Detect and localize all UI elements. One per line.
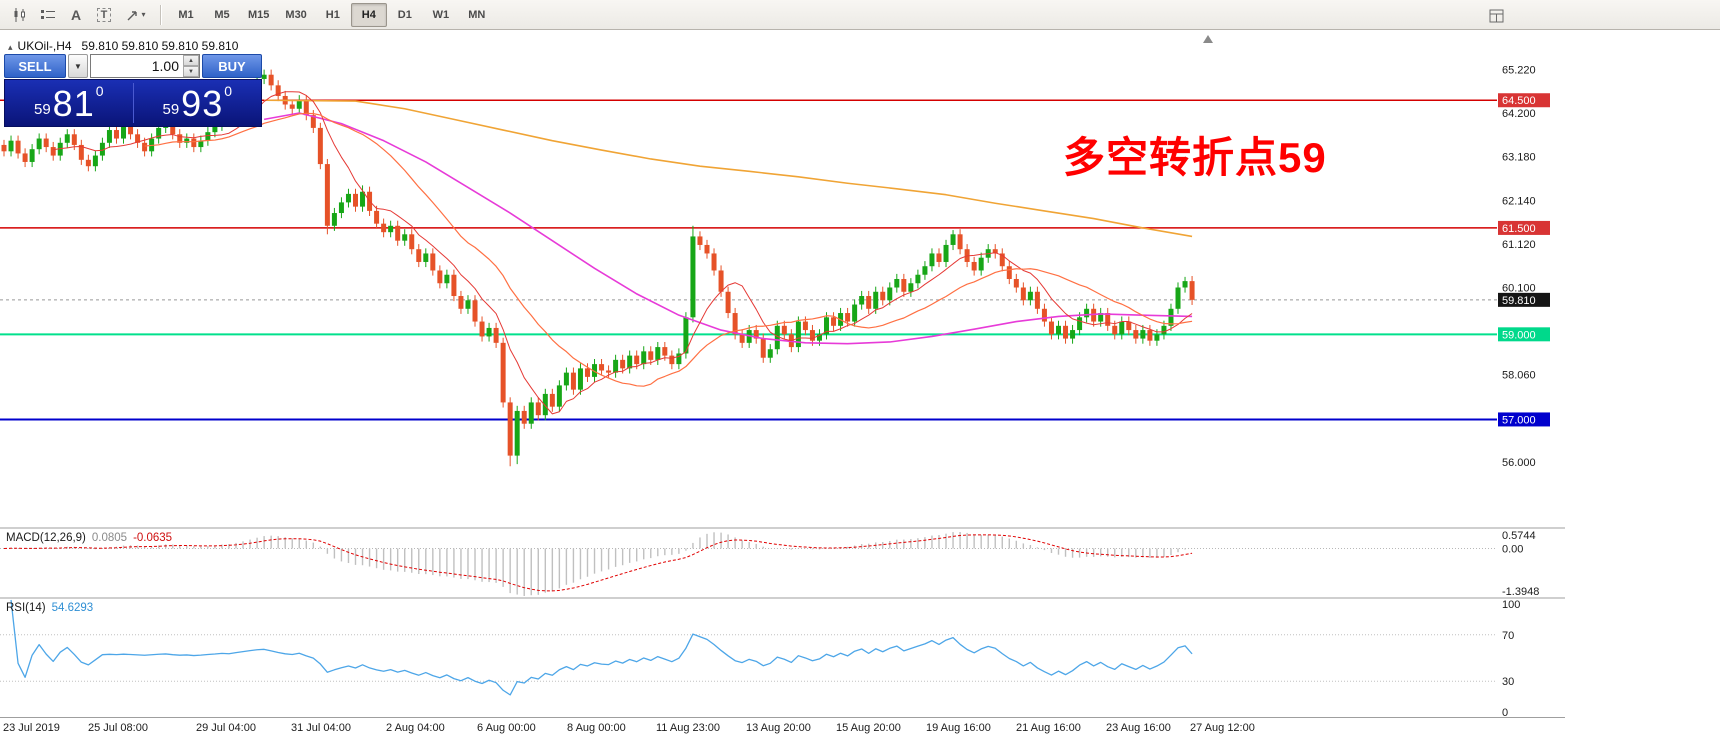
time-label: 15 Aug 20:00 <box>836 722 901 734</box>
time-axis[interactable]: 23 Jul 2019 25 Jul 08:00 29 Jul 04:00 31 Ju… <box>0 718 1565 748</box>
collapse-trade-panel-icon[interactable]: ▴ <box>8 42 13 52</box>
svg-text:59.810: 59.810 <box>1502 295 1536 307</box>
time-label: 25 Jul 08:00 <box>88 722 148 734</box>
timeframe-toolbar: M1 M5 M15 M30 H1 H4 D1 W1 MN <box>168 2 495 27</box>
rsi-label: RSI(14) 54.6293 <box>6 602 94 614</box>
svg-text:59.000: 59.000 <box>1502 329 1536 341</box>
svg-text:70: 70 <box>1502 630 1514 642</box>
time-label: 31 Jul 04:00 <box>291 722 351 734</box>
svg-text:61.120: 61.120 <box>1502 239 1536 251</box>
timeframe-H1[interactable]: H1 <box>325 8 340 21</box>
svg-text:-1.3948: -1.3948 <box>1502 586 1539 598</box>
volume-spin-up-icon[interactable]: ▲ <box>183 55 199 66</box>
time-label: 23 Aug 16:00 <box>1106 722 1171 734</box>
chart-plot[interactable]: 65.220 64.200 63.180 62.140 61.120 60.100 58.0… <box>0 30 1565 718</box>
svg-text:61.500: 61.500 <box>1502 223 1536 235</box>
candlestick-chart-icon[interactable] <box>6 2 34 28</box>
toolbar-separator <box>160 4 162 25</box>
time-label: 13 Aug 20:00 <box>746 722 811 734</box>
svg-text:30: 30 <box>1502 676 1514 688</box>
volume-spin-down-icon[interactable]: ▼ <box>183 66 199 77</box>
volume-dropdown-button[interactable]: ▼ <box>68 54 88 78</box>
svg-text:58.060: 58.060 <box>1502 369 1536 381</box>
svg-text:63.180: 63.180 <box>1502 151 1536 163</box>
svg-text:56.000: 56.000 <box>1502 457 1536 469</box>
chart-canvas[interactable]: 65.220 64.200 63.180 62.140 61.120 60.100 58.0… <box>0 30 1565 718</box>
main-toolbar: A T ▾ M1 M5 M15 M30 H1 H4 D1 W1 MN <box>0 0 1720 30</box>
svg-text:0.00: 0.00 <box>1502 543 1523 555</box>
time-label: 2 Aug 04:00 <box>386 722 445 734</box>
time-label: 19 Aug 16:00 <box>926 722 991 734</box>
arrow-objects-caret-icon[interactable]: ▾ <box>141 10 146 19</box>
symbol-name: UKOil-,H4 <box>17 39 72 53</box>
timeframe-H4[interactable]: H4 <box>350 2 387 27</box>
chart-annotation[interactable]: 多空转折点59 <box>1063 134 1327 181</box>
time-label: 21 Aug 16:00 <box>1016 722 1081 734</box>
time-label: 6 Aug 00:00 <box>477 722 536 734</box>
svg-text:100: 100 <box>1502 599 1520 611</box>
text-box-icon[interactable]: T <box>90 2 118 28</box>
timeframe-D1[interactable]: D1 <box>397 8 412 21</box>
timeframe-M1[interactable]: M1 <box>178 8 194 21</box>
svg-text:64.500: 64.500 <box>1502 95 1536 107</box>
grid-window-icon[interactable] <box>1482 3 1510 29</box>
volume-spinner: ▲ ▼ <box>183 55 199 77</box>
time-label: 23 Jul 2019 <box>3 722 60 734</box>
svg-text:0: 0 <box>1502 707 1508 718</box>
objects-list-icon[interactable] <box>34 2 62 28</box>
time-label: 27 Aug 12:00 <box>1190 722 1255 734</box>
bid-ask-display: 59 81 0 59 93 0 <box>4 79 262 127</box>
price-divider <box>132 83 134 123</box>
time-label: 29 Jul 04:00 <box>196 722 256 734</box>
timeframe-M15[interactable]: M15 <box>248 8 270 21</box>
timeframe-M5[interactable]: M5 <box>214 8 230 21</box>
ohlc-values: 59.810 59.810 59.810 59.810 <box>81 39 239 53</box>
svg-text:0.5744: 0.5744 <box>1502 530 1536 542</box>
sell-button[interactable]: SELL <box>4 54 66 78</box>
volume-field: ▲ ▼ <box>90 54 200 78</box>
text-label-icon[interactable]: A <box>70 6 82 23</box>
time-label: 8 Aug 00:00 <box>567 722 626 734</box>
svg-text:57.000: 57.000 <box>1502 414 1536 426</box>
svg-text:64.200: 64.200 <box>1502 108 1536 120</box>
macd-label: MACD(12,26,9) 0.0805 -0.0635 <box>6 532 173 544</box>
timeframe-M30[interactable]: M30 <box>285 8 307 21</box>
svg-text:60.100: 60.100 <box>1502 283 1536 295</box>
arrow-objects-icon[interactable]: ▾ <box>118 2 154 28</box>
volume-input[interactable] <box>90 54 200 78</box>
svg-text:62.140: 62.140 <box>1502 196 1536 208</box>
buy-button[interactable]: BUY <box>202 54 262 78</box>
buy-price[interactable]: 59 93 0 <box>162 82 233 124</box>
svg-text:65.220: 65.220 <box>1502 65 1536 77</box>
symbol-label: ▴ UKOil-,H4 59.810 59.810 59.810 59.810 <box>8 39 238 53</box>
time-label: 11 Aug 23:00 <box>656 722 721 734</box>
timeframe-W1[interactable]: W1 <box>432 8 450 21</box>
timeframe-MN[interactable]: MN <box>468 8 486 21</box>
sell-price[interactable]: 59 81 0 <box>33 82 104 124</box>
